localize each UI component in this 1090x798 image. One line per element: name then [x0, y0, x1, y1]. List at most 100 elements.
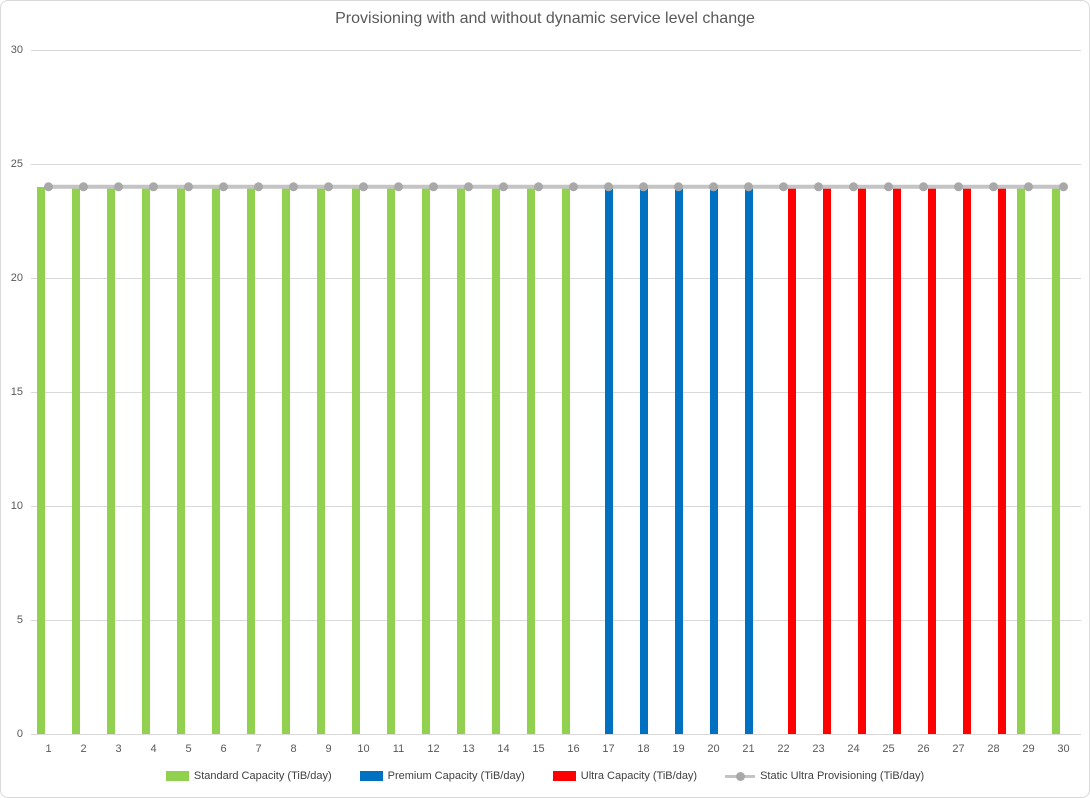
- x-axis-tick-label: 14: [497, 743, 510, 755]
- legend-item-standard-capacity[interactable]: Standard Capacity (TiB/day): [165, 770, 332, 782]
- x-axis-tick-label: 5: [185, 743, 192, 755]
- bar-standard-day-29: [1016, 186, 1025, 734]
- line-marker-icon: [219, 182, 228, 192]
- gridline: [31, 506, 1081, 507]
- line-marker-icon: [289, 182, 298, 192]
- line-marker-icon: [394, 182, 403, 192]
- bar-standard-day-13: [456, 186, 465, 734]
- bar-ultra-day-22: [787, 186, 796, 734]
- line-marker-icon: [79, 182, 88, 192]
- legend-label-premium: Premium Capacity (TiB/day): [387, 770, 525, 782]
- x-axis-tick-label: 22: [777, 743, 790, 755]
- line-marker-icon: [324, 182, 333, 192]
- legend: Standard Capacity (TiB/day) Premium Capa…: [1, 770, 1089, 782]
- y-axis-tick-label: 25: [10, 158, 23, 170]
- bar-ultra-day-28: [997, 186, 1006, 734]
- x-axis-tick-label: 26: [917, 743, 930, 755]
- bar-standard-day-8: [281, 186, 290, 734]
- bar-standard-day-11: [386, 186, 395, 734]
- bar-standard-day-5: [176, 186, 185, 734]
- bar-ultra-day-26: [927, 186, 936, 734]
- legend-line-marker-icon: [725, 771, 756, 781]
- bar-standard-day-30: [1051, 186, 1060, 734]
- bar-standard-day-2: [71, 186, 80, 734]
- bar-standard-day-6: [211, 186, 220, 734]
- bar-ultra-day-25: [892, 186, 901, 734]
- x-axis-tick-label: 21: [742, 743, 755, 755]
- x-axis-tick-label: 17: [602, 743, 615, 755]
- line-marker-icon: [44, 182, 53, 192]
- x-axis-tick-label: 9: [325, 743, 332, 755]
- legend-item-ultra-capacity[interactable]: Ultra Capacity (TiB/day): [552, 770, 698, 782]
- gridline: [31, 50, 1081, 51]
- x-axis-tick-label: 25: [882, 743, 895, 755]
- x-axis-tick-label: 13: [462, 743, 475, 755]
- bar-premium-day-17: [604, 186, 613, 734]
- line-marker-icon: [149, 182, 158, 192]
- x-axis-tick-label: 29: [1022, 743, 1035, 755]
- bar-standard-day-12: [421, 186, 430, 734]
- legend-item-static-provisioning[interactable]: Static Ultra Provisioning (TiB/day): [725, 770, 924, 782]
- bar-standard-day-10: [351, 186, 360, 734]
- x-axis-tick-label: 2: [80, 743, 87, 755]
- gridline: [31, 734, 1081, 735]
- x-axis-tick-label: 27: [952, 743, 965, 755]
- bar-ultra-day-27: [962, 186, 971, 734]
- legend-label-ultra: Ultra Capacity (TiB/day): [580, 770, 698, 782]
- legend-swatch-standard-icon: [165, 771, 189, 781]
- gridline: [31, 278, 1081, 279]
- x-axis-tick-label: 24: [847, 743, 860, 755]
- line-marker-icon: [569, 182, 578, 192]
- x-axis-tick-label: 10: [357, 743, 370, 755]
- x-axis-tick-label: 30: [1057, 743, 1070, 755]
- x-axis-tick-label: 3: [115, 743, 122, 755]
- x-axis-tick-label: 28: [987, 743, 1000, 755]
- legend-label-static: Static Ultra Provisioning (TiB/day): [760, 770, 925, 782]
- y-axis-tick-label: 30: [10, 44, 23, 56]
- y-axis-tick-label: 10: [10, 500, 23, 512]
- bar-ultra-day-23: [822, 186, 831, 734]
- x-axis-tick-label: 20: [707, 743, 720, 755]
- x-axis-tick-label: 16: [567, 743, 580, 755]
- bar-premium-day-21: [744, 186, 753, 734]
- x-axis-tick-label: 1: [45, 743, 52, 755]
- bar-premium-day-19: [674, 186, 683, 734]
- legend-swatch-ultra-icon: [552, 771, 576, 781]
- bar-standard-day-1: [36, 186, 45, 734]
- legend-swatch-premium-icon: [359, 771, 383, 781]
- x-axis-tick-label: 7: [255, 743, 262, 755]
- line-marker-icon: [359, 182, 368, 192]
- bar-standard-day-16: [561, 186, 570, 734]
- legend-item-premium-capacity[interactable]: Premium Capacity (TiB/day): [359, 770, 525, 782]
- line-marker-icon: [464, 182, 473, 192]
- y-axis-tick-label: 20: [10, 272, 23, 284]
- bar-standard-day-14: [491, 186, 500, 734]
- bar-standard-day-15: [526, 186, 535, 734]
- x-axis-tick-label: 8: [290, 743, 297, 755]
- gridline: [31, 620, 1081, 621]
- line-marker-icon: [114, 182, 123, 192]
- y-axis-tick-label: 15: [10, 386, 23, 398]
- x-axis-tick-label: 12: [427, 743, 440, 755]
- bar-standard-day-3: [106, 186, 115, 734]
- x-axis-tick-label: 4: [150, 743, 157, 755]
- x-axis-tick-label: 23: [812, 743, 825, 755]
- bar-ultra-day-24: [857, 186, 866, 734]
- gridline: [31, 164, 1081, 165]
- line-marker-icon: [184, 182, 193, 192]
- bar-premium-day-18: [639, 186, 648, 734]
- line-marker-icon: [534, 182, 543, 192]
- x-axis-tick-label: 19: [672, 743, 685, 755]
- line-marker-icon: [1024, 182, 1033, 192]
- x-axis-tick-label: 15: [532, 743, 545, 755]
- line-marker-icon: [499, 182, 508, 192]
- bar-premium-day-20: [709, 186, 718, 734]
- bar-standard-day-7: [246, 186, 255, 734]
- y-axis-tick-label: 0: [16, 728, 23, 740]
- bar-standard-day-9: [316, 186, 325, 734]
- line-marker-icon: [429, 182, 438, 192]
- x-axis-tick-label: 6: [220, 743, 227, 755]
- gridline: [31, 392, 1081, 393]
- y-axis-tick-label: 5: [16, 614, 23, 626]
